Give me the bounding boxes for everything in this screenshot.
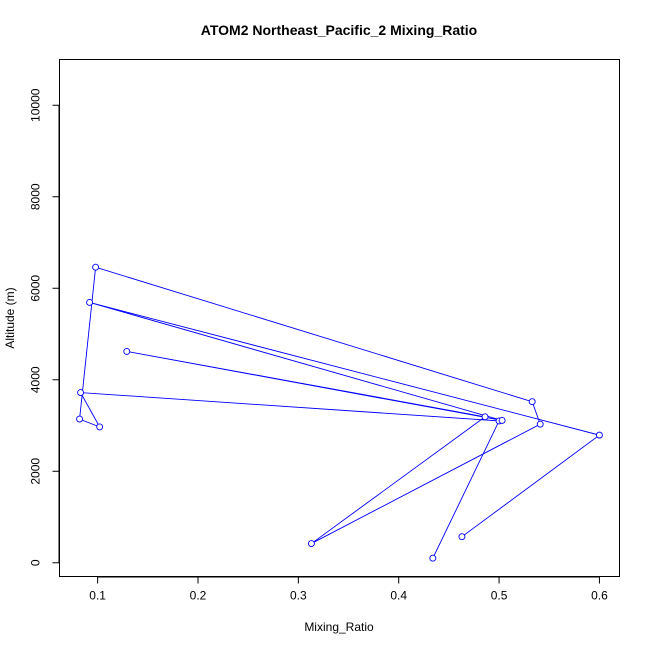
data-point (77, 389, 85, 397)
chart-title: ATOM2 Northeast_Pacific_2 Mixing_Ratio (201, 22, 477, 38)
data-point (76, 415, 84, 423)
x-tick-label: 0.3 (290, 589, 307, 603)
x-tick-label: 0.6 (591, 589, 608, 603)
data-point (123, 347, 131, 355)
y-tick-label: 0 (29, 559, 43, 566)
y-axis-label: Altitude (m) (3, 287, 17, 348)
data-point (458, 533, 466, 541)
data-point (429, 554, 437, 562)
y-tick-label: 4000 (29, 366, 43, 393)
series-layer (76, 263, 603, 562)
data-point (92, 263, 100, 271)
y-tick-label: 2000 (29, 458, 43, 485)
data-point (96, 423, 104, 431)
data-point (307, 540, 315, 548)
data-point (86, 298, 94, 306)
data-point (498, 417, 506, 424)
x-axis: 0.1 0.2 0.3 0.4 0.5 0.6 (89, 576, 608, 603)
x-tick-label: 0.5 (491, 589, 508, 603)
y-tick-label: 10000 (29, 88, 43, 122)
y-tick-label: 6000 (29, 275, 43, 302)
series-line (79, 266, 601, 559)
x-tick-label: 0.4 (390, 589, 407, 603)
x-tick-label: 0.2 (190, 589, 207, 603)
x-tick-label: 0.1 (89, 589, 106, 603)
y-axis: 0 2000 4000 6000 8000 10000 (29, 88, 60, 566)
data-point (536, 420, 544, 428)
data-point (481, 413, 489, 421)
y-tick-label: 8000 (29, 183, 43, 210)
data-point (595, 431, 603, 439)
x-axis-label: Mixing_Ratio (304, 620, 374, 634)
data-point (528, 398, 536, 406)
